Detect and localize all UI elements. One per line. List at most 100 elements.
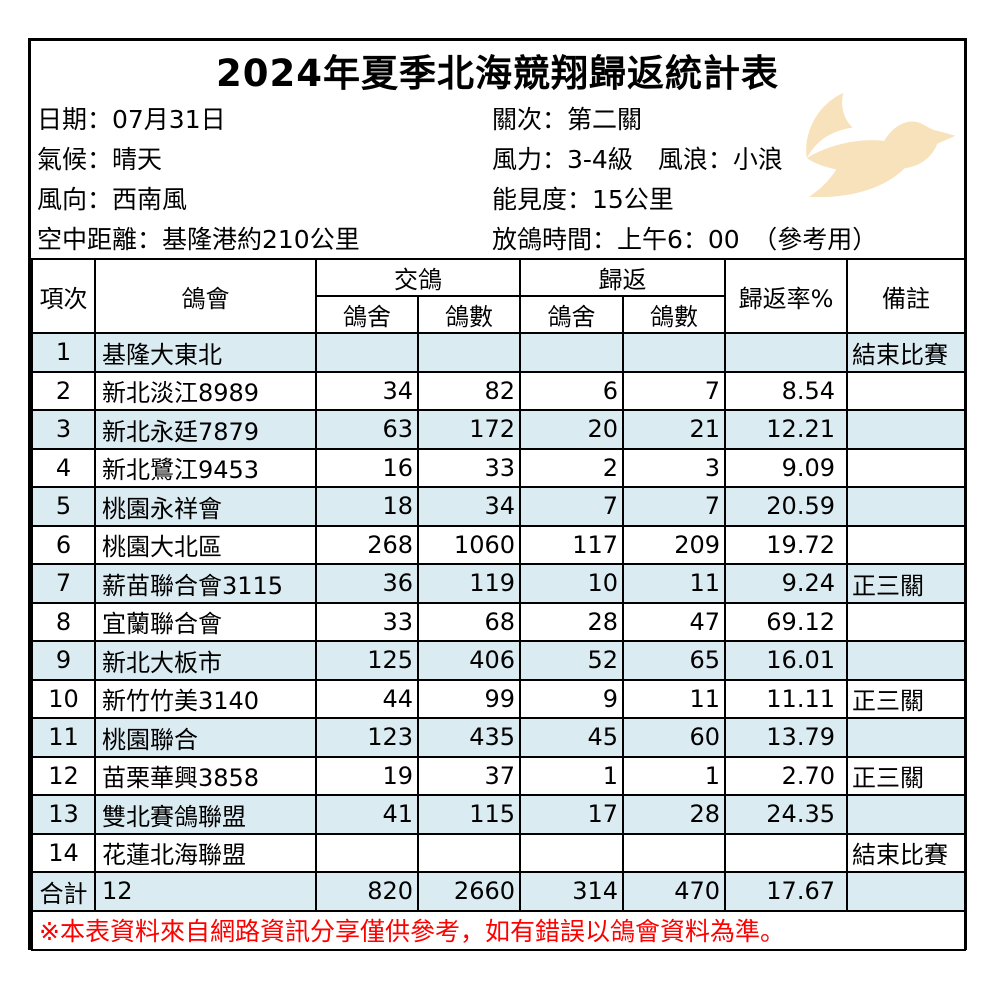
cell-index: 12 [31, 755, 96, 796]
cell-return-loft [519, 832, 624, 873]
table-body: 1 基隆大東北 結束比賽 2 新北淡江8989 34 82 6 7 8.54 3 新北永廷7879 63… [31, 332, 966, 912]
info-line-3: 風向：西南風 能見度：15公里 [31, 178, 964, 218]
cell-sent-count: 82 [417, 370, 521, 411]
cell-rate [724, 332, 848, 373]
cell-index: 合計 [31, 871, 96, 912]
cell-sent-count: 119 [417, 563, 521, 604]
cell-sent-loft: 34 [315, 370, 419, 411]
table-row: 6 桃園大北區 268 1060 117 209 19.72 [31, 524, 966, 565]
cell-sent-loft: 18 [315, 486, 419, 527]
cell-rate: 17.67 [724, 871, 848, 912]
cell-return-count: 47 [622, 601, 726, 642]
cell-index: 10 [31, 678, 96, 719]
cell-note [846, 447, 966, 488]
cell-return-count: 65 [622, 640, 726, 681]
cell-sent-loft: 16 [315, 447, 419, 488]
cell-index: 2 [31, 370, 96, 411]
cell-rate: 12.21 [724, 409, 848, 450]
table-row: 1 基隆大東北 結束比賽 [31, 332, 966, 373]
col-header-club: 鴿會 [94, 258, 317, 334]
cell-club: 雙北賽鴿聯盟 [94, 794, 317, 835]
cell-sent-count: 33 [417, 447, 521, 488]
cell-club: 桃園永祥會 [94, 486, 317, 527]
table-header: 項次 鴿會 交鴿 歸返 歸返率% 備註 鴿舍 鴿數 鴿舍 鴿數 [31, 258, 966, 334]
cell-sent-count: 99 [417, 678, 521, 719]
cell-return-loft [519, 332, 624, 373]
cell-sent-loft: 19 [315, 755, 419, 796]
cell-rate: 9.24 [724, 563, 848, 604]
cell-return-count: 7 [622, 486, 726, 527]
cell-sent-count: 2660 [417, 871, 521, 912]
cell-club: 宜蘭聯合會 [94, 601, 317, 642]
cell-rate: 69.12 [724, 601, 848, 642]
cell-sent-loft: 44 [315, 678, 419, 719]
cell-note [846, 794, 966, 835]
cell-sent-loft: 125 [315, 640, 419, 681]
cell-sent-loft [315, 332, 419, 373]
cell-club: 花蓮北海聯盟 [94, 832, 317, 873]
col-header-returned-count: 鴿數 [622, 295, 726, 334]
cell-return-loft: 9 [519, 678, 624, 719]
info-line-1: 日期：07月31日 關次：第二關 [31, 98, 964, 138]
cell-sent-loft: 33 [315, 601, 419, 642]
cell-rate: 20.59 [724, 486, 848, 527]
cell-club: 新北永廷7879 [94, 409, 317, 450]
table-row: 3 新北永廷7879 63 172 20 21 12.21 [31, 409, 966, 450]
cell-sent-count: 115 [417, 794, 521, 835]
info-line-2: 氣候：晴天 風力：3-4級 風浪：小浪 [31, 138, 964, 178]
info-line-4: 空中距離：基隆港約210公里 放鴿時間：上午6：00 （參考用） [31, 218, 964, 258]
cell-club: 基隆大東北 [94, 332, 317, 373]
info-air-distance: 空中距離：基隆港約210公里 [37, 225, 360, 254]
cell-sent-loft: 268 [315, 524, 419, 565]
cell-return-count: 470 [622, 871, 726, 912]
cell-club: 12 [94, 871, 317, 912]
cell-note: 結束比賽 [846, 332, 966, 373]
cell-return-count: 7 [622, 370, 726, 411]
cell-return-loft: 6 [519, 370, 624, 411]
cell-club: 桃園聯合 [94, 717, 317, 758]
footer-note: ※本表資料來自網路資訊分享僅供參考，如有錯誤以鴿會資料為準。 [31, 909, 966, 951]
cell-note [846, 601, 966, 642]
table-footer: ※本表資料來自網路資訊分享僅供參考，如有錯誤以鴿會資料為準。 [31, 909, 966, 951]
cell-rate: 2.70 [724, 755, 848, 796]
cell-index: 9 [31, 640, 96, 681]
table-row: 10 新竹竹美3140 44 99 9 11 11.11 正三關 [31, 678, 966, 719]
cell-return-loft: 10 [519, 563, 624, 604]
cell-rate: 11.11 [724, 678, 848, 719]
info-weather: 氣候：晴天 [37, 145, 163, 174]
cell-sent-count: 435 [417, 717, 521, 758]
cell-club: 新北大板市 [94, 640, 317, 681]
cell-sent-loft: 41 [315, 794, 419, 835]
cell-club: 新北鷺江9453 [94, 447, 317, 488]
cell-return-count: 3 [622, 447, 726, 488]
cell-note [846, 717, 966, 758]
cell-sent-count: 34 [417, 486, 521, 527]
table-row: 14 花蓮北海聯盟 結束比賽 [31, 832, 966, 873]
cell-return-count: 28 [622, 794, 726, 835]
cell-sent-loft: 820 [315, 871, 419, 912]
cell-note [846, 409, 966, 450]
cell-index: 14 [31, 832, 96, 873]
cell-sent-loft [315, 832, 419, 873]
cell-note [846, 640, 966, 681]
cell-index: 4 [31, 447, 96, 488]
cell-return-loft: 20 [519, 409, 624, 450]
cell-sent-count: 406 [417, 640, 521, 681]
info-visibility: 能見度：15公里 [492, 185, 674, 214]
page-title: 2024年夏季北海競翔歸返統計表 [216, 51, 779, 95]
cell-sent-count [417, 832, 521, 873]
stats-table: 項次 鴿會 交鴿 歸返 歸返率% 備註 鴿舍 鴿數 鴿舍 鴿數 1 基隆大東北 結束… [31, 258, 966, 951]
cell-index: 3 [31, 409, 96, 450]
table-row: 5 桃園永祥會 18 34 7 7 20.59 [31, 486, 966, 527]
cell-note: 正三關 [846, 563, 966, 604]
info-release-time: 放鴿時間：上午6：00 （參考用） [492, 225, 878, 254]
cell-index: 5 [31, 486, 96, 527]
cell-rate: 16.01 [724, 640, 848, 681]
table-row: 8 宜蘭聯合會 33 68 28 47 69.12 [31, 601, 966, 642]
cell-return-loft: 17 [519, 794, 624, 835]
col-header-returned: 歸返 [519, 258, 726, 297]
cell-return-count: 209 [622, 524, 726, 565]
info-date: 日期：07月31日 [37, 105, 226, 134]
col-header-note: 備註 [846, 258, 966, 334]
cell-index: 8 [31, 601, 96, 642]
